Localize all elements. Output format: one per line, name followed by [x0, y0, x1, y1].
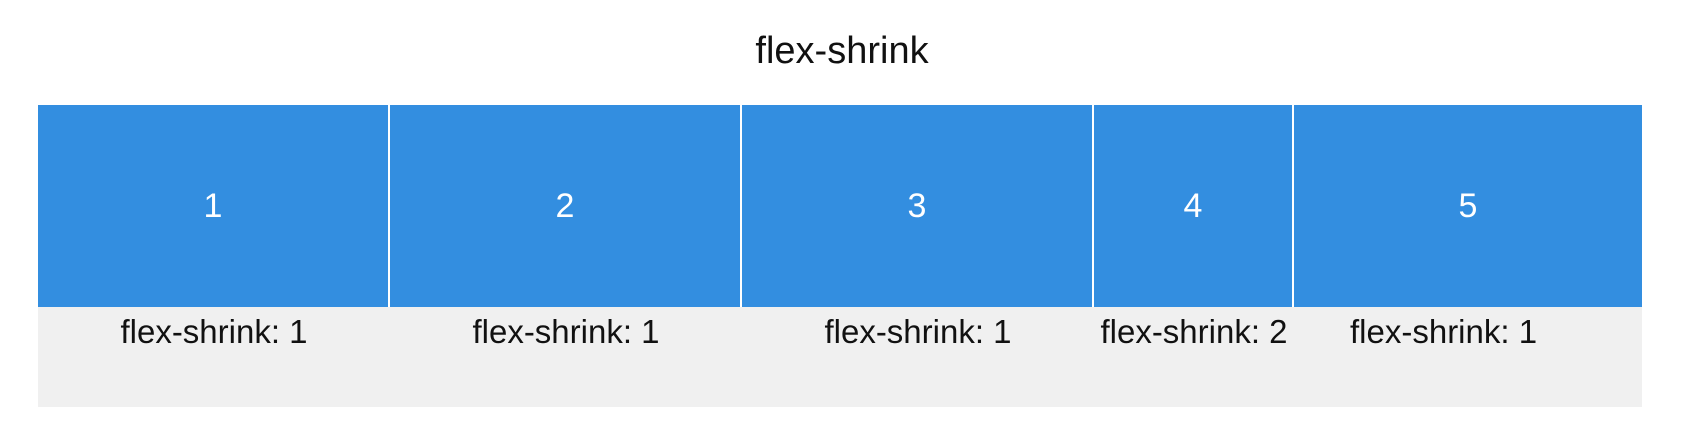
flex-item-3: 3 — [742, 105, 1094, 307]
flex-item-5: 5 — [1294, 105, 1642, 307]
flex-item-1: 1 — [38, 105, 390, 307]
diagram-title: flex-shrink — [755, 30, 929, 72]
flex-labels-row: flex-shrink: 1 flex-shrink: 1 flex-shrin… — [38, 311, 1642, 353]
flex-item-number: 3 — [907, 186, 927, 225]
flex-item-label: flex-shrink: 1 — [120, 313, 308, 350]
flex-item-2: 2 — [390, 105, 742, 307]
flex-item-number: 5 — [1458, 186, 1478, 225]
flex-item-number: 4 — [1183, 186, 1203, 225]
flex-item-label: flex-shrink: 1 — [472, 313, 660, 350]
flex-item-label: flex-shrink: 1 — [824, 313, 1012, 350]
flex-item-4: 4 — [1094, 105, 1294, 307]
flex-item-number: 2 — [555, 186, 575, 225]
flex-container: 1 2 3 4 5 flex-shrink: 1 flex-shrink: 1 … — [38, 105, 1642, 407]
flex-items-row: 1 2 3 4 5 — [38, 105, 1642, 307]
flex-item-label: flex-shrink: 1 — [1350, 313, 1538, 350]
flex-item-label: flex-shrink: 2 — [1100, 313, 1288, 350]
flex-item-number: 1 — [203, 186, 223, 225]
